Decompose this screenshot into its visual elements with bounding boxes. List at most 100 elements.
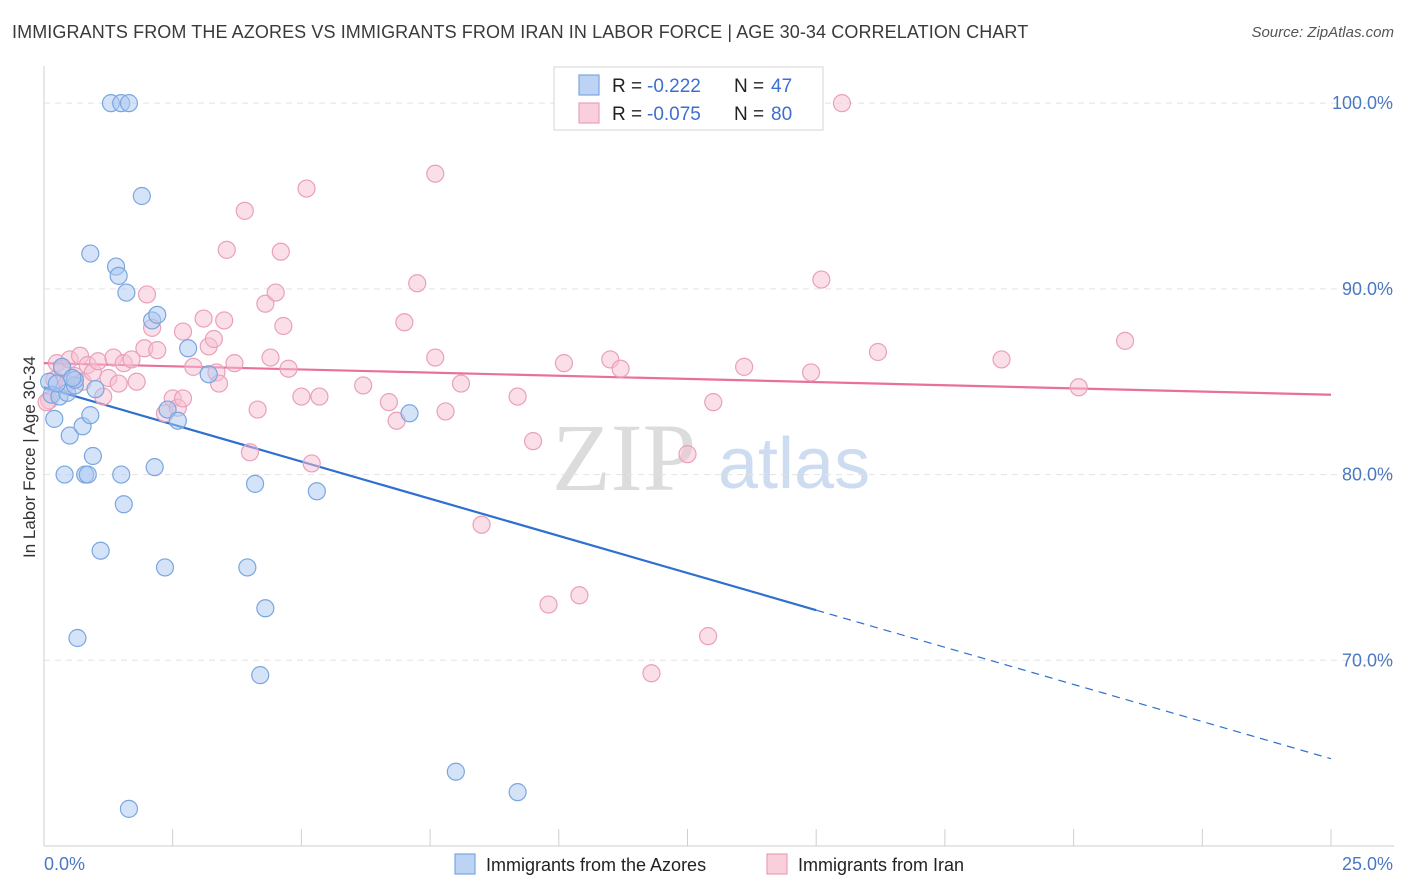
iran-point — [523, 432, 543, 451]
iran-point — [704, 393, 723, 412]
azores-point — [446, 762, 465, 781]
y-axis-title: In Labor Force | Age 30-34 — [20, 356, 39, 558]
iran-point — [279, 359, 298, 378]
azores-point — [52, 357, 72, 376]
iran-point — [266, 283, 285, 302]
iran-point — [137, 285, 157, 304]
azores-point — [60, 426, 79, 445]
iran-point — [508, 387, 527, 406]
azores-point — [55, 465, 74, 484]
iran-point — [698, 627, 718, 646]
stats-legend-n-label-azores: N = — [734, 76, 764, 97]
iran-point — [395, 313, 414, 332]
watermark-atlas: atlas — [718, 424, 870, 504]
iran-point — [184, 357, 203, 376]
iran-point — [379, 393, 399, 412]
iran-point — [148, 341, 167, 360]
x-tick-labels: 0.0% 25.0% — [44, 854, 1393, 874]
iran-point — [292, 387, 311, 406]
stats-legend-n-value-azores: 47 — [771, 76, 792, 97]
azores-point — [256, 599, 275, 618]
x-tick-label: 25.0% — [1342, 854, 1393, 874]
stats-legend: R = -0.222 N = 47 R = -0.075 N = 80 — [553, 66, 824, 131]
iran-point — [812, 270, 831, 289]
iran-point — [302, 454, 321, 473]
y-tick-labels: 70.0% 80.0% 90.0% 100.0% — [1332, 93, 1393, 670]
azores-point — [307, 482, 326, 501]
iran-point — [297, 179, 316, 198]
iran-point — [256, 294, 275, 313]
chart-title: IMMIGRANTS FROM THE AZORES VS IMMIGRANTS… — [12, 22, 1029, 42]
iran-point — [992, 350, 1011, 369]
stats-legend-r-label-iran: R = — [612, 104, 642, 125]
azores-point — [81, 406, 100, 425]
azores-point — [145, 458, 164, 477]
y-tick-label: 70.0% — [1342, 650, 1393, 670]
iran-point — [88, 352, 108, 371]
iran-point — [109, 374, 128, 393]
iran-point — [217, 240, 236, 259]
series-iran-points — [37, 94, 1135, 683]
azores-point — [168, 411, 187, 430]
stats-legend-r-value-iran: -0.075 — [647, 104, 701, 125]
iran-point — [436, 402, 455, 421]
stats-legend-swatch-iran — [578, 102, 600, 124]
iran-trend-line — [43, 362, 1332, 396]
stats-legend-swatch-azores — [578, 74, 600, 96]
azores-trend-extension — [816, 609, 1332, 760]
azores-point — [81, 244, 100, 263]
iran-point — [426, 348, 445, 367]
series-legend-swatch-iran — [766, 853, 788, 875]
iran-point — [642, 664, 661, 683]
iran-point — [451, 374, 471, 393]
iran-point — [801, 363, 821, 382]
azores-point — [91, 541, 110, 560]
azores-point — [68, 628, 87, 648]
iran-point — [611, 359, 630, 378]
y-tick-label: 80.0% — [1342, 465, 1393, 485]
iran-point — [240, 443, 260, 462]
azores-point — [117, 283, 136, 302]
azores-point — [158, 400, 177, 419]
iran-point — [678, 445, 697, 464]
azores-point — [114, 495, 133, 514]
iran-point — [204, 329, 223, 349]
iran-point — [122, 350, 141, 369]
stats-legend-r-value-azores: -0.222 — [647, 76, 701, 97]
azores-point — [112, 465, 131, 484]
y-tick-label: 90.0% — [1342, 279, 1393, 299]
azores-point — [400, 404, 419, 423]
azores-point — [119, 799, 139, 818]
iran-point — [1069, 378, 1088, 397]
iran-point — [408, 274, 427, 293]
iran-point — [310, 387, 329, 406]
x-tick-label: 0.0% — [44, 854, 85, 874]
iran-point — [271, 242, 290, 261]
azores-point — [155, 558, 175, 577]
azores-point — [245, 474, 265, 493]
iran-point — [1115, 331, 1135, 350]
azores-point — [508, 783, 527, 802]
iran-point — [570, 586, 589, 605]
stats-legend-n-label-iran: N = — [734, 104, 764, 125]
iran-point — [735, 357, 754, 376]
iran-point — [248, 400, 267, 419]
azores-point — [199, 365, 218, 384]
series-legend: Immigrants from the Azores Immigrants fr… — [454, 853, 964, 875]
azores-point — [83, 446, 103, 466]
iran-point — [832, 94, 852, 113]
gridlines — [44, 102, 1394, 661]
iran-point — [173, 389, 193, 408]
iran-point — [173, 322, 193, 341]
series-legend-swatch-azores — [454, 853, 476, 875]
azores-point — [148, 305, 167, 324]
iran-point — [868, 342, 888, 362]
azores-point — [63, 368, 82, 388]
watermark: ZIP atlas — [552, 404, 870, 511]
azores-point — [45, 409, 64, 428]
iran-point — [225, 354, 244, 373]
watermark-zip: ZIP — [552, 404, 696, 511]
azores-point — [238, 558, 257, 577]
azores-point — [86, 380, 105, 399]
